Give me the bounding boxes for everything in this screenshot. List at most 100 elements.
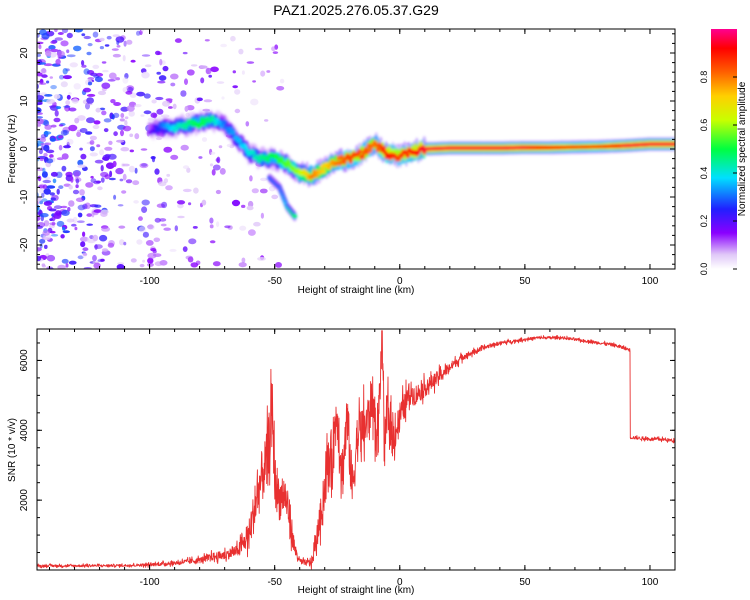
spectrogram-noise-blob — [93, 209, 103, 213]
spectrogram-noise-blob — [73, 45, 82, 52]
spectrogram-noise-blob — [43, 201, 53, 206]
spectrogram-noise-blob — [89, 135, 97, 141]
spectrogram-noise-blob — [86, 223, 93, 226]
spectrogram-noise-blob — [260, 70, 266, 77]
spectrogram-x-tick-label: -50 — [267, 276, 282, 287]
spectrogram-noise-blob — [216, 221, 220, 228]
spectrogram-noise-blob — [162, 65, 169, 72]
spectrogram-noise-blob — [67, 207, 71, 212]
spectrogram-noise-blob — [257, 257, 266, 261]
spectrogram-noise-blob — [77, 115, 86, 121]
spectrogram-noise-blob — [39, 200, 43, 205]
spectrogram-noise-blob — [162, 100, 170, 107]
spectrogram-noise-blob — [116, 264, 125, 269]
spectrogram-noise-blob — [72, 216, 78, 224]
spectrogram-ridge-cell — [251, 150, 256, 156]
spectrogram-noise-blob — [234, 89, 241, 95]
spectrogram-noise-blob — [77, 212, 83, 218]
spectrogram-noise-blob — [73, 83, 81, 90]
spectrogram-noise-blob — [74, 226, 78, 231]
spectrogram-noise-blob — [51, 234, 59, 237]
spectrogram-y-tick-label: 0 — [19, 146, 30, 152]
spectrogram-noise-blob — [106, 35, 112, 40]
spectrogram-noise-blob — [119, 118, 126, 122]
spectrogram-noise-blob — [210, 66, 219, 73]
spectrogram-noise-blob — [79, 128, 88, 133]
spectrogram-noise-blob — [219, 168, 226, 175]
spectrogram-noise-blob — [60, 40, 69, 47]
spectrogram-noise-blob — [224, 225, 231, 229]
spectrogram-noise-blob — [50, 171, 58, 177]
spectrogram-noise-blob — [55, 210, 62, 216]
spectrogram-noise-blob — [86, 213, 93, 217]
spectrogram-noise-blob — [92, 31, 99, 38]
spectrogram-y-axis-label: Frequency (Hz) — [7, 115, 18, 184]
spectrogram-noise-blob — [104, 44, 110, 47]
spectrogram-noise-blob — [37, 53, 41, 57]
spectrogram-noise-blob — [57, 264, 66, 269]
spectrogram-noise-blob — [165, 98, 173, 102]
spectrogram-noise-blob — [37, 255, 42, 262]
spectrogram-noise-blob — [125, 90, 133, 95]
spectrogram-noise-blob — [216, 81, 225, 84]
spectrogram-noise-blob — [138, 226, 146, 233]
spectrogram-noise-blob — [60, 234, 65, 239]
spectrogram-noise-blob — [203, 99, 213, 103]
spectrogram-noise-blob — [140, 148, 148, 151]
spectrogram-noise-blob — [155, 96, 164, 101]
spectrogram-noise-blob — [147, 262, 154, 267]
spectrogram-noise-blob — [99, 149, 105, 156]
spectrogram-x-tick-label: 50 — [519, 276, 531, 287]
spectrogram-noise-blob — [143, 110, 152, 115]
spectrogram-noise-blob — [218, 145, 223, 149]
spectrogram-noise-blob — [151, 99, 157, 104]
spectrogram-ridge-cell — [156, 127, 161, 133]
spectrogram-noise-blob — [184, 78, 188, 85]
spectrogram-noise-blob — [37, 116, 44, 119]
spectrogram-noise-blob — [68, 107, 77, 112]
spectrogram-ridge-cell — [321, 168, 326, 174]
spectrogram-noise-blob — [45, 50, 52, 57]
spectrogram-noise-blob — [56, 220, 65, 227]
spectrogram-noise-blob — [90, 72, 98, 77]
spectrogram-noise-blob — [115, 77, 120, 81]
spectrogram-noise-blob — [110, 99, 116, 104]
snr-line — [37, 330, 675, 570]
spectrogram-noise-blob — [154, 217, 161, 223]
spectrogram-noise-blob — [108, 177, 116, 181]
spectrogram-noise-blob — [154, 261, 163, 267]
spectrogram-noise-blob — [200, 77, 205, 84]
snr-x-tick-label: 100 — [642, 577, 659, 588]
spectrogram-noise-blob — [209, 224, 214, 229]
spectrogram-noise-blob — [55, 58, 61, 65]
spectrogram-noise-blob — [99, 234, 108, 242]
snr-x-axis-label: Height of straight line (km) — [298, 585, 415, 596]
spectrogram-x-tick-label: 100 — [642, 276, 659, 287]
spectrogram-noise-blob — [52, 178, 57, 184]
colorbar-ticks: 0.0 0.2 0.4 0.6 0.8 — [699, 71, 737, 275]
colorbar-label: Normalized spectral amplitude — [737, 81, 748, 216]
spectrogram-noise-blob — [86, 97, 94, 104]
spectrogram-noise-blob — [85, 182, 94, 188]
spectrogram-noise-blob — [70, 176, 74, 183]
spectrogram-noise-blob — [188, 202, 192, 206]
spectrogram-noise-blob — [128, 165, 135, 173]
spectrogram-noise-blob — [159, 218, 167, 222]
spectrogram-noise-blob — [38, 44, 42, 50]
spectrogram-noise-blob — [140, 114, 145, 117]
spectrogram-noise-blob — [117, 204, 124, 207]
spectrogram-noise-blob — [107, 153, 117, 160]
spectrogram-noise-blob — [37, 33, 40, 38]
spectrogram-noise-blob — [125, 179, 133, 184]
spectrogram-noise-blob — [46, 80, 50, 84]
spectrogram-noise-blob — [85, 131, 93, 135]
spectrogram-noise-blob — [43, 152, 48, 157]
spectrogram-noise-blob — [41, 171, 48, 178]
spectrogram-noise-blob — [49, 192, 55, 196]
snr-frame — [36, 328, 676, 571]
spectrogram-noise-blob — [60, 81, 68, 88]
spectrogram-noise-blob — [134, 133, 140, 140]
spectrogram-noise-blob — [248, 229, 256, 236]
spectrogram-noise-blob — [154, 168, 160, 175]
spectrogram-noise-blob — [81, 33, 86, 37]
